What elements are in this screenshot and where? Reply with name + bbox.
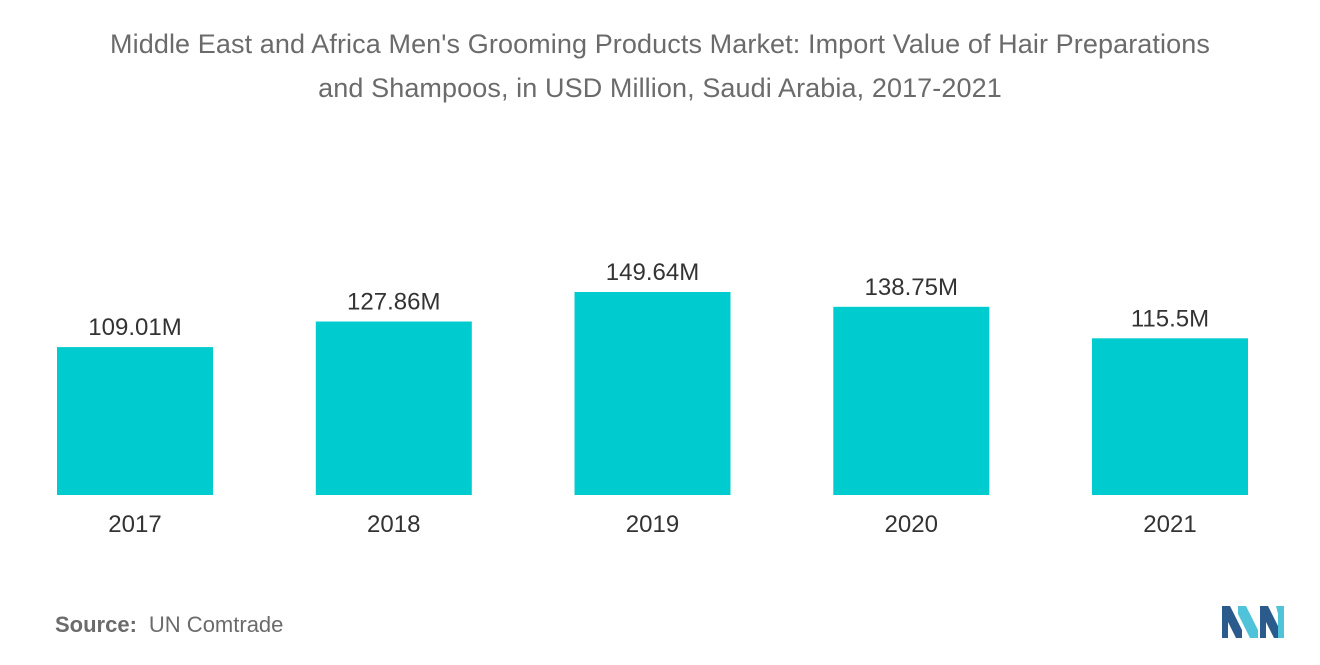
data-label-2018: 127.86M <box>347 289 440 316</box>
chart-title-line-2: and Shampoos, in USD Million, Saudi Arab… <box>318 73 1002 103</box>
bar-chart: 109.01M 2017 127.86M 2018 149.64M 2019 138.75M… <box>57 259 1248 538</box>
data-label-2021: 115.5M <box>1131 305 1209 332</box>
x-tick-label-2020: 2020 <box>885 511 938 538</box>
data-label-2020: 138.75M <box>865 274 958 301</box>
mordor-logo-icon <box>1222 606 1284 638</box>
source-label: Source: <box>55 612 137 637</box>
bar-2017 <box>57 347 213 495</box>
bar-2019 <box>574 292 731 495</box>
bar-2020 <box>833 306 990 495</box>
source-line: Source: UN Comtrade <box>55 612 283 638</box>
chart-title-line-1: Middle East and Africa Men's Grooming Pr… <box>110 29 1210 59</box>
x-tick-label-2017: 2017 <box>108 511 161 538</box>
bar-2021 <box>1092 338 1248 495</box>
data-label-2017: 109.01M <box>88 314 181 341</box>
x-tick-label-2021: 2021 <box>1143 511 1196 538</box>
x-tick-label-2019: 2019 <box>626 511 679 538</box>
data-label-2019: 149.64M <box>606 259 699 286</box>
x-tick-label-2018: 2018 <box>367 511 420 538</box>
chart-title: Middle East and Africa Men's Grooming Pr… <box>0 22 1320 110</box>
bar-2018 <box>315 321 472 495</box>
source-text: UN Comtrade <box>148 612 284 637</box>
